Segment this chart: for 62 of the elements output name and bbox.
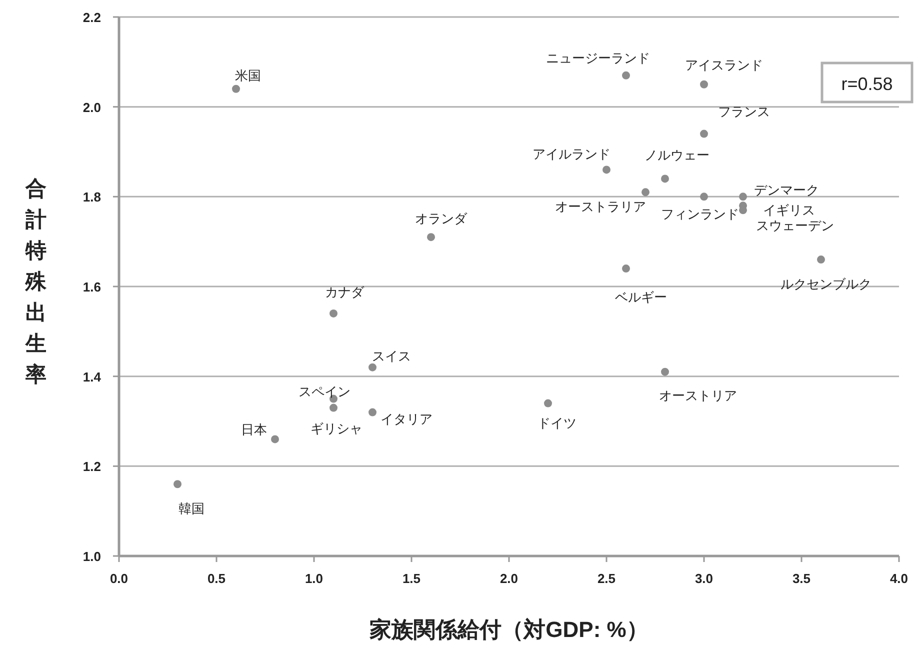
y-axis-title: 合計特殊出生率 bbox=[24, 178, 48, 386]
point bbox=[622, 264, 630, 273]
y-tick-label: 1.6 bbox=[82, 280, 101, 294]
annotation: 日本 bbox=[241, 422, 267, 438]
annotation: 米国 bbox=[235, 68, 261, 83]
annotation: ベルギー bbox=[615, 290, 667, 305]
point bbox=[330, 404, 338, 412]
x-tick-label: 4.0 bbox=[890, 571, 908, 586]
x-tick-label: 0.0 bbox=[110, 571, 128, 586]
point bbox=[368, 363, 376, 372]
annotation: オーストリア bbox=[659, 388, 737, 403]
point bbox=[817, 256, 825, 264]
y-tick-label: 1.4 bbox=[82, 369, 102, 384]
point bbox=[700, 80, 708, 88]
annotation: ニュージーランド bbox=[546, 50, 650, 66]
y-tick-label: 1.8 bbox=[82, 190, 101, 205]
point bbox=[700, 192, 708, 201]
point bbox=[544, 399, 552, 408]
annotation: カナダ bbox=[325, 284, 365, 300]
annotation: ドイツ bbox=[538, 415, 576, 430]
x-tick-label: 1.5 bbox=[402, 571, 421, 586]
annotation: オランダ bbox=[415, 211, 468, 226]
annotation: アイスランド bbox=[685, 57, 763, 72]
x-tick-label: 0.5 bbox=[207, 571, 226, 586]
annotation: ルクセンブルク bbox=[780, 276, 872, 292]
annotation: スペイン bbox=[298, 384, 350, 399]
annotation: スイス bbox=[372, 348, 411, 364]
point bbox=[622, 71, 630, 80]
y-tick-label: 1.0 bbox=[82, 549, 101, 564]
point bbox=[427, 233, 435, 242]
annotation: イタリア bbox=[380, 411, 432, 426]
y-tick-label: 1.2 bbox=[82, 459, 101, 474]
x-tick-label: 2.5 bbox=[597, 571, 616, 586]
point bbox=[232, 84, 240, 93]
point bbox=[174, 480, 182, 488]
annotation: オーストラリア bbox=[555, 199, 646, 214]
x-tick-label: 3.0 bbox=[694, 571, 714, 586]
x-tick-label: 3.5 bbox=[792, 571, 811, 586]
annotation: スウェーデン bbox=[756, 218, 834, 234]
point bbox=[368, 408, 376, 416]
annotation: r=0.58 bbox=[841, 74, 893, 94]
x-axis-title: 家族関係給付（対GDP: %） bbox=[368, 617, 648, 642]
point bbox=[739, 192, 747, 201]
y-tick-label: 2.0 bbox=[82, 100, 101, 115]
point bbox=[700, 130, 708, 138]
point bbox=[330, 309, 338, 318]
annotation: ギリシャ bbox=[310, 420, 362, 436]
point bbox=[642, 188, 650, 196]
annotation: アイルランド bbox=[532, 146, 610, 162]
point bbox=[602, 166, 610, 174]
annotation: ノルウェー bbox=[644, 148, 710, 163]
x-tick-label: 1.0 bbox=[304, 571, 324, 586]
x-tick-label: 2.0 bbox=[500, 571, 518, 586]
point bbox=[661, 174, 669, 183]
annotation: デンマーク bbox=[754, 182, 819, 198]
point bbox=[661, 368, 669, 376]
annotation: フィンランド bbox=[661, 206, 739, 222]
y-tick-label: 2.2 bbox=[82, 10, 101, 25]
annotation: フランス bbox=[718, 104, 770, 119]
point bbox=[271, 435, 279, 444]
annotation: イギリス bbox=[763, 202, 815, 218]
annotation: 韓国 bbox=[178, 501, 204, 516]
